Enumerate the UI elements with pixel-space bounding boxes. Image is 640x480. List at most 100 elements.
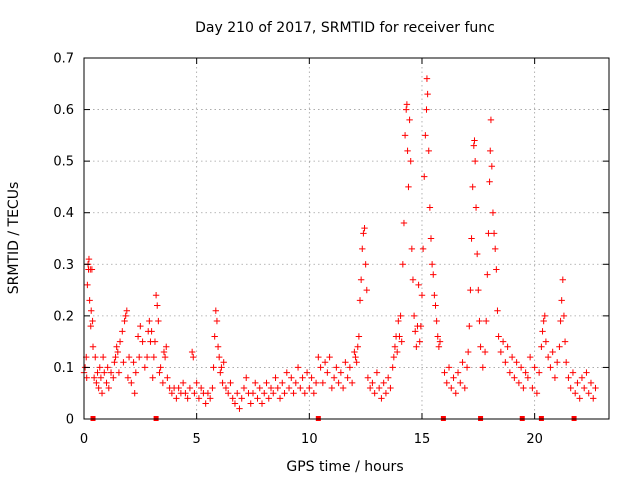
data-point	[538, 343, 545, 350]
data-point	[489, 209, 497, 216]
data-point	[110, 374, 117, 381]
data-point	[494, 307, 501, 314]
data-point	[413, 343, 420, 350]
data-point	[362, 261, 369, 268]
data-point	[406, 116, 413, 124]
data-point	[202, 400, 209, 407]
data-point	[490, 230, 498, 237]
data-point	[272, 374, 279, 381]
data-point	[427, 235, 435, 242]
data-point	[88, 266, 96, 273]
data-point	[382, 390, 390, 397]
data-point	[150, 353, 158, 361]
data-point	[123, 307, 131, 314]
data-point	[186, 384, 194, 392]
data-point	[288, 374, 295, 381]
data-point	[419, 245, 427, 253]
data-point	[515, 379, 523, 387]
data-point	[254, 395, 261, 402]
data-point	[86, 297, 93, 304]
data-point	[258, 400, 266, 407]
data-point	[124, 374, 132, 381]
data-point	[475, 286, 482, 294]
data-point	[193, 379, 200, 387]
data-point	[363, 286, 370, 294]
data-point	[436, 338, 444, 345]
data-point	[132, 369, 140, 376]
data-point	[541, 312, 548, 320]
data-point	[119, 328, 126, 335]
data-point	[355, 333, 363, 340]
data-point	[471, 137, 478, 144]
data-point	[502, 359, 509, 366]
data-point	[152, 292, 160, 299]
data-point	[299, 374, 306, 381]
data-point	[321, 359, 329, 366]
data-point	[404, 147, 411, 155]
data-point	[240, 384, 248, 392]
y-tick-label: 0.2	[53, 309, 74, 324]
data-point	[493, 266, 500, 273]
data-point	[497, 348, 505, 356]
data-point	[522, 369, 529, 376]
data-point	[107, 369, 115, 376]
data-point	[92, 353, 99, 361]
data-point	[400, 219, 408, 227]
data-point	[249, 390, 257, 397]
data-point	[409, 276, 417, 283]
data-point	[560, 312, 568, 320]
data-point	[384, 374, 392, 381]
data-point	[97, 374, 105, 381]
data-point	[104, 364, 111, 371]
data-point	[562, 359, 570, 366]
data-point	[122, 312, 129, 320]
data-point	[130, 359, 137, 366]
data-point	[352, 353, 359, 361]
data-point	[441, 369, 448, 376]
data-point	[459, 359, 466, 366]
data-point	[285, 384, 293, 392]
data-point	[540, 317, 547, 325]
data-point	[310, 390, 318, 397]
data-point	[387, 384, 394, 392]
data-point	[357, 276, 365, 283]
data-point	[112, 353, 119, 361]
data-point	[390, 353, 398, 361]
data-point	[529, 384, 536, 392]
data-point	[319, 379, 327, 387]
data-point	[517, 364, 525, 371]
data-point	[569, 369, 577, 376]
data-point	[454, 369, 462, 376]
data-point	[431, 292, 438, 299]
y-tick-label: 0	[66, 413, 74, 428]
data-point	[161, 353, 169, 361]
data-point	[380, 379, 387, 387]
data-point	[578, 374, 586, 381]
srmtid-points	[80, 75, 599, 412]
data-point	[87, 322, 94, 330]
data-point	[188, 348, 196, 356]
data-point	[265, 395, 272, 402]
data-point	[428, 261, 436, 268]
y-tick-label: 0.1	[53, 361, 74, 376]
data-point	[504, 343, 511, 350]
data-point	[146, 317, 153, 325]
data-point	[85, 255, 93, 263]
data-point	[565, 374, 572, 381]
data-point	[168, 390, 176, 397]
data-point	[227, 379, 234, 387]
data-point	[533, 390, 541, 397]
data-point	[472, 204, 480, 211]
data-point	[360, 230, 367, 237]
data-point	[229, 395, 236, 402]
data-point	[335, 379, 342, 387]
data-point	[567, 384, 574, 392]
x-tick-label: 0	[80, 432, 88, 447]
data-point	[487, 116, 495, 124]
data-point	[371, 390, 378, 397]
data-point	[143, 353, 151, 361]
data-point	[213, 317, 221, 325]
data-point	[572, 390, 579, 397]
data-point	[544, 353, 552, 361]
